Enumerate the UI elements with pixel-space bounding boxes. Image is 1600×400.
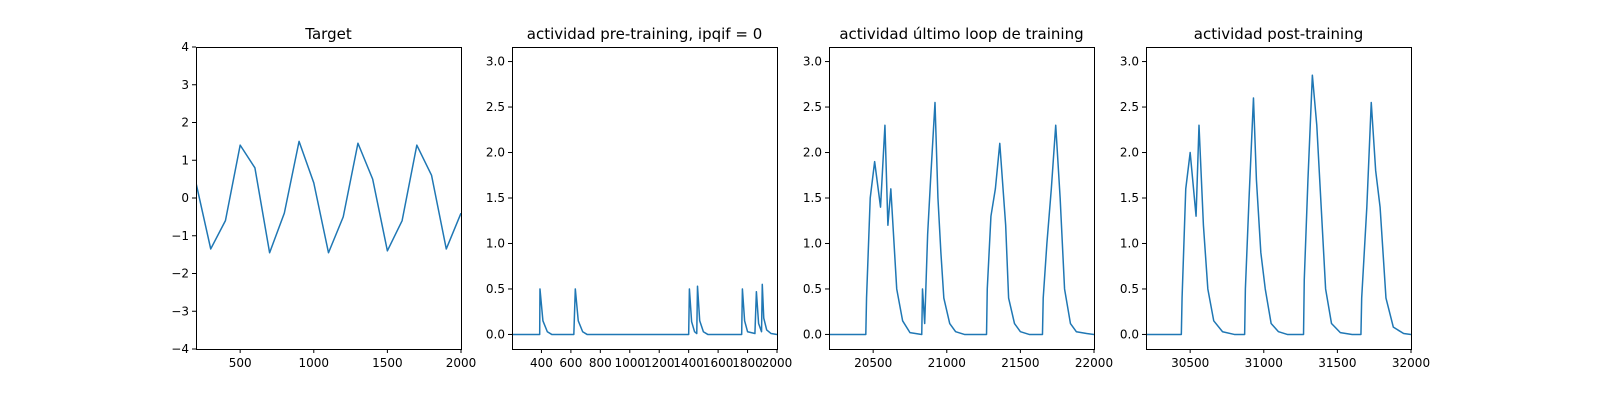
subplot-title: actividad post-training (1194, 25, 1363, 43)
y-tick-label: 1.5 (803, 191, 822, 205)
x-tick-label: 500 (229, 356, 252, 370)
y-tick-label: 2.0 (803, 146, 822, 160)
y-tick-label: 2.5 (803, 100, 822, 114)
y-tick-label: −3 (171, 304, 189, 318)
y-tick-label: 1 (181, 153, 189, 167)
x-tick-label: 2000 (762, 356, 793, 370)
x-tick-label: 22000 (1075, 356, 1113, 370)
y-tick-label: 1.0 (486, 236, 505, 250)
y-tick-label: 0.0 (1120, 327, 1139, 341)
subplot-title: Target (304, 25, 352, 43)
y-tick-label: 2.5 (486, 100, 505, 114)
axes-frame (829, 47, 1095, 350)
y-tick-label: 3.0 (486, 55, 505, 69)
x-tick-label: 21000 (928, 356, 966, 370)
axes-frame (1146, 47, 1412, 350)
x-tick-label: 20500 (854, 356, 892, 370)
x-tick-label: 1600 (703, 356, 734, 370)
y-tick-label: 3.0 (803, 55, 822, 69)
y-tick-label: 1.5 (486, 191, 505, 205)
series-line-1 (512, 283, 777, 336)
series-line-1 (196, 140, 461, 254)
y-tick-label: 1.0 (803, 236, 822, 250)
x-tick-label: 1400 (673, 356, 704, 370)
x-tick-label: 1000 (299, 356, 330, 370)
y-tick-label: −2 (171, 267, 189, 281)
x-tick-label: 32000 (1392, 356, 1430, 370)
y-tick-label: −4 (171, 342, 189, 356)
subplot-title: actividad pre-training, ipqif = 0 (527, 25, 763, 43)
axes-frame (512, 47, 778, 350)
y-tick-label: 2.0 (486, 146, 505, 160)
x-tick-label: 21500 (1001, 356, 1039, 370)
y-tick-label: 2 (181, 116, 189, 130)
y-tick-label: 0.0 (803, 327, 822, 341)
y-tick-label: 2.5 (1120, 100, 1139, 114)
axes-frame (196, 47, 462, 350)
y-tick-label: 0 (181, 191, 189, 205)
y-tick-label: 1.5 (1120, 191, 1139, 205)
y-tick-label: 0.5 (486, 282, 505, 296)
subplot-3: 20500 21000 21500 22000 0.0 0.5 1.0 1.5 2.0 2.5 3.… (803, 25, 1113, 370)
y-tick-label: 2.0 (1120, 146, 1139, 160)
x-tick-label: 31000 (1245, 356, 1283, 370)
x-tick-label: 1200 (644, 356, 675, 370)
y-tick-label: 0.0 (486, 327, 505, 341)
subplot-1: 500 1000 1500 2000 −4 −3 −2 −1 0 1 2 3 4 Target (171, 25, 476, 370)
series-line-1 (829, 101, 1094, 336)
x-tick-label: 31500 (1318, 356, 1356, 370)
x-tick-label: 1800 (732, 356, 763, 370)
y-tick-label: 3.0 (1120, 55, 1139, 69)
subplot-title: actividad último loop de training (839, 25, 1083, 43)
y-tick-label: −1 (171, 229, 189, 243)
x-tick-label: 600 (559, 356, 582, 370)
y-tick-label: 0.5 (803, 282, 822, 296)
series-line-1 (1146, 74, 1411, 336)
subplot-4: 30500 31000 31500 32000 0.0 0.5 1.0 1.5 2.0 2.5 3.… (1120, 25, 1430, 370)
x-tick-label: 1500 (372, 356, 403, 370)
x-tick-label: 30500 (1171, 356, 1209, 370)
x-tick-label: 800 (589, 356, 612, 370)
y-tick-label: 3 (181, 78, 189, 92)
x-tick-label: 2000 (446, 356, 477, 370)
y-tick-label: 4 (181, 40, 189, 54)
x-tick-label: 400 (530, 356, 553, 370)
y-tick-label: 0.5 (1120, 282, 1139, 296)
y-tick-label: 1.0 (1120, 236, 1139, 250)
x-tick-label: 1000 (615, 356, 646, 370)
